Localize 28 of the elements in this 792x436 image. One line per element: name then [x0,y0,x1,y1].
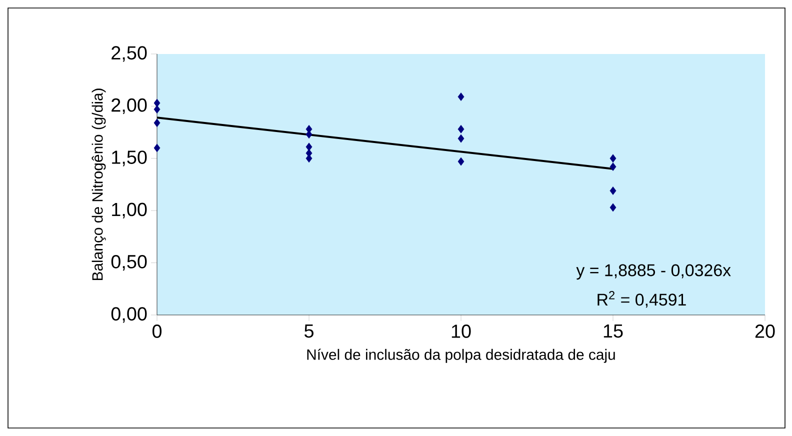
y-tick-label: 1,00 [112,202,147,218]
y-tick-label: 2,00 [112,98,147,114]
point [610,162,616,171]
annotation: R$^{2}$ = 0,4591 [598,290,686,308]
point [610,203,616,212]
point [306,142,312,152]
point [458,134,464,143]
point [154,118,160,128]
x-tick-label: 20 [755,324,775,338]
x-axis-title: Nível de inclusão da polpa desidratada de caju [307,348,615,363]
point [458,157,464,166]
x-tick-label: 0 [152,324,162,338]
y-tick-label: 2,50 [112,46,147,62]
point [610,154,616,163]
y-tick-label: 0,50 [111,254,147,271]
x-tick-label: 10 [452,324,471,338]
point [610,186,616,195]
point [154,105,160,114]
point [458,124,464,134]
y-axis-title: Balanço de Nitrogênio (g/dia) [92,88,106,280]
point [154,144,160,152]
annotation: y = 1,8885 - 0,0326x [576,264,731,280]
x-tick-label: 15 [604,324,623,338]
y-tick-label: 1,50 [112,150,147,166]
x-tick-label: 5 [304,324,314,338]
point [154,98,160,108]
y-tick-label: 0,00 [111,307,147,323]
point [458,92,464,101]
